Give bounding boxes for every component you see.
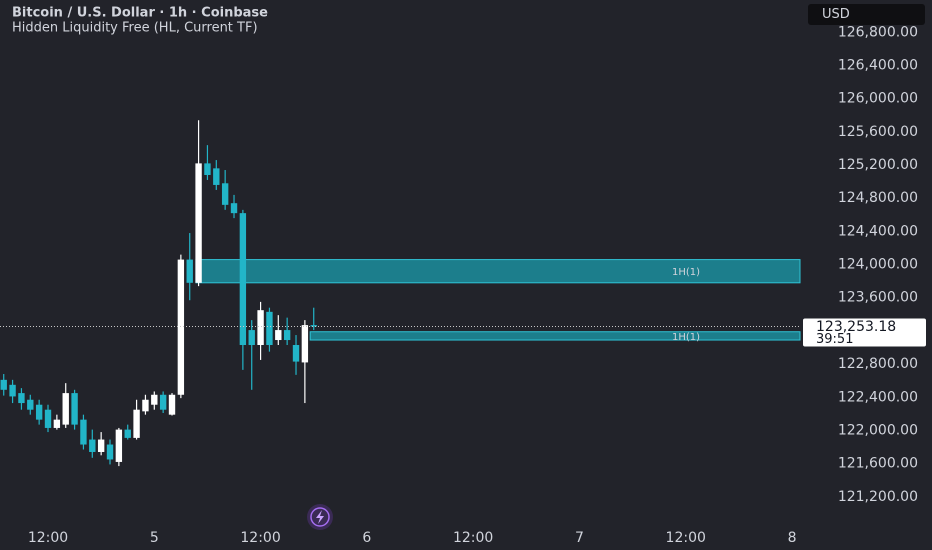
currency[interactable]: USD [822, 7, 850, 22]
candle-body [89, 439, 96, 452]
candle-body [195, 163, 202, 283]
candle-body [177, 259, 185, 395]
candle-body [213, 168, 220, 185]
chart-title: Bitcoin / U.S. Dollar · 1h · Coinbase [12, 6, 268, 21]
y-tick-label: 125,600.00 [838, 124, 918, 140]
candle-body [159, 394, 167, 410]
candle-body [248, 330, 255, 346]
candle-body [266, 311, 273, 346]
candle-body [62, 393, 69, 425]
y-tick-label: 121,600.00 [838, 456, 918, 472]
zone-label: 1H(1) [672, 332, 700, 343]
x-tick-label: 12:00 [453, 530, 493, 546]
y-tick-label: 122,400.00 [838, 389, 918, 405]
candle-body [239, 213, 247, 346]
candle-body [221, 183, 229, 205]
candle-body [292, 345, 300, 362]
price-label: 123,253.18 [816, 319, 896, 335]
candle-body [275, 330, 282, 341]
x-tick-label: 12:00 [240, 530, 280, 546]
candle-body [35, 404, 43, 420]
candle-body [186, 259, 193, 283]
candle-body [310, 325, 317, 327]
x-tick-label: 8 [788, 530, 797, 546]
candle-body [115, 429, 123, 462]
y-tick-label: 126,000.00 [838, 91, 918, 107]
y-tick-label: 123,600.00 [838, 290, 918, 306]
candle-body [71, 393, 78, 425]
price-box [803, 318, 926, 347]
candle-body [53, 419, 61, 428]
x-tick-label: 5 [150, 530, 159, 546]
logo [307, 504, 333, 530]
candle-body [27, 399, 34, 410]
candle-body [44, 409, 52, 428]
liquidity-zone [309, 331, 801, 341]
candle-body [142, 399, 149, 412]
y-tick-label: 126,800.00 [838, 24, 918, 40]
countdown: 39:51 [816, 332, 853, 347]
y-tick-label: 124,000.00 [838, 257, 918, 273]
y-tick-label: 125,200.00 [838, 157, 918, 173]
y-tick-label: 124,800.00 [838, 190, 918, 206]
x-tick-label: 7 [575, 530, 584, 546]
y-tick-label: 124,400.00 [838, 223, 918, 239]
candle-body [301, 325, 309, 363]
indicator-title: Hidden Liquidity Free (HL, Current TF) [12, 21, 258, 36]
y-tick-label: 122,800.00 [838, 356, 918, 372]
x-tick-label: 6 [362, 530, 371, 546]
candle-body [9, 384, 16, 397]
x-tick-label: 12:00 [28, 530, 68, 546]
candle-body [283, 330, 291, 341]
candle-body [18, 393, 25, 404]
zone-label: 1H(1) [672, 267, 700, 278]
y-tick-label: 126,400.00 [838, 58, 918, 74]
currency-box[interactable] [808, 4, 925, 25]
y-tick-label: 122,000.00 [838, 422, 918, 438]
candle-body [151, 394, 158, 405]
candle-body [80, 419, 87, 445]
candle-body [168, 394, 176, 415]
x-tick-label: 12:00 [666, 530, 706, 546]
y-tick-label: 121,200.00 [838, 489, 918, 505]
candle-body [0, 379, 7, 390]
candle-body [257, 310, 264, 346]
plot-area: 1H(1) 1H(1) [0, 120, 801, 467]
candle-body [97, 439, 105, 452]
candle-body [106, 444, 114, 460]
candle-body [133, 409, 140, 438]
candle-body [204, 163, 211, 175]
candle-body [230, 203, 238, 214]
liquidity-zone [195, 259, 801, 284]
candle-body [124, 429, 131, 438]
